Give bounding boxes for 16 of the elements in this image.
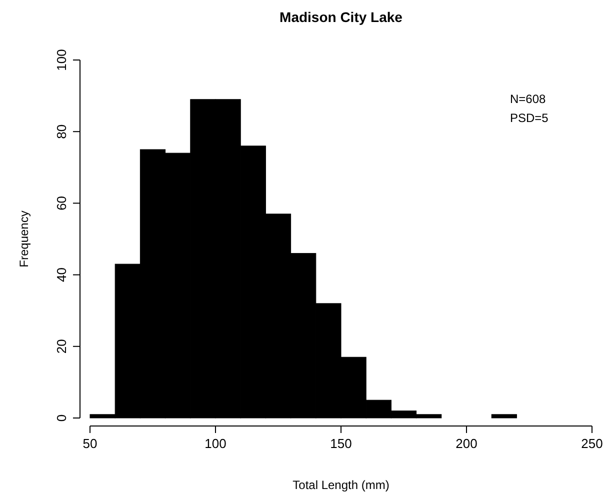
- y-tick-label: 40: [54, 268, 69, 282]
- x-axis-title: Total Length (mm): [292, 478, 390, 492]
- chart-title: Madison City Lake: [280, 9, 403, 25]
- x-tick-label: 100: [204, 436, 226, 451]
- y-tick-label: 0: [54, 414, 69, 422]
- y-axis-title: Frequency: [17, 210, 31, 268]
- y-tick-label: 80: [54, 124, 69, 139]
- annotation: PSD=5: [510, 111, 549, 125]
- x-tick-label: 150: [330, 436, 352, 451]
- annotation: N=608: [510, 92, 546, 106]
- y-tick-label: 20: [54, 339, 69, 354]
- x-tick-label: 250: [581, 436, 603, 451]
- x-tick-label: 50: [82, 436, 98, 451]
- x-tick-label: 200: [456, 436, 478, 451]
- y-tick-label: 60: [54, 196, 69, 210]
- y-tick-label: 100: [54, 49, 69, 71]
